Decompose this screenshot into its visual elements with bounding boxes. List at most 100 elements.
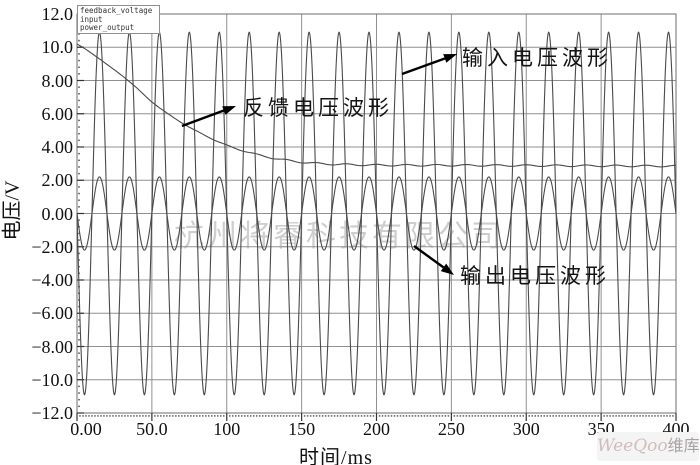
y-minor-tick [78, 139, 80, 142]
x-minor-tick [426, 415, 429, 417]
y-minor-tick [78, 119, 80, 122]
y-minor-tick [78, 186, 80, 188]
x-minor-tick [429, 415, 432, 417]
x-minor-tick [199, 415, 201, 417]
annotation-input-waveform-label: 输入电压波形 [462, 46, 612, 70]
y-minor-tick [78, 359, 80, 361]
x-minor-tick [567, 415, 569, 417]
x-minor-tick [564, 415, 566, 417]
y-minor-tick [78, 99, 80, 102]
y-minor-tick [78, 166, 80, 168]
x-minor-tick [243, 415, 246, 417]
x-minor-tick [228, 415, 231, 417]
x-minor-tick [79, 415, 81, 417]
y-minor-tick [78, 132, 80, 135]
x-minor-tick [324, 415, 327, 417]
x-minor-tick [321, 415, 324, 417]
legend-item-feedback-voltage: feedback_voltage [80, 6, 153, 15]
x-minor-tick [540, 415, 542, 417]
y-minor-tick [78, 66, 80, 68]
y-minor-tick [78, 53, 80, 55]
x-minor-tick [124, 415, 126, 417]
x-minor-tick [360, 415, 363, 417]
y-minor-tick [78, 265, 80, 268]
x-minor-tick [339, 415, 342, 417]
x-minor-tick [291, 415, 294, 417]
x-minor-tick [97, 415, 99, 417]
y-tick-label: 12.0 [41, 4, 74, 24]
x-minor-tick [237, 415, 240, 417]
x-minor-tick [160, 415, 162, 417]
y-minor-tick [78, 385, 80, 388]
x-minor-tick [121, 415, 123, 417]
x-minor-tick [112, 415, 114, 417]
x-minor-tick [333, 415, 336, 417]
x-minor-tick [453, 415, 456, 417]
y-minor-tick [78, 206, 80, 208]
y-tick-label: 10.0 [41, 37, 74, 58]
y-tick-label: −6.00 [31, 303, 73, 324]
x-minor-tick [348, 415, 351, 417]
trace-feedback_voltage [76, 43, 677, 168]
x-minor-tick [594, 415, 596, 417]
x-minor-tick [366, 415, 369, 417]
x-minor-tick [630, 415, 632, 417]
x-minor-tick [570, 415, 572, 417]
x-minor-tick [330, 415, 333, 417]
y-tick-label: −8.00 [31, 336, 73, 357]
y-minor-tick [78, 325, 80, 328]
x-minor-tick [208, 415, 210, 417]
x-minor-tick [522, 415, 525, 417]
x-tick-label: 100 [213, 419, 241, 439]
x-minor-tick [660, 415, 662, 417]
x-minor-tick [184, 415, 186, 417]
y-tick-label: −12.0 [31, 403, 73, 423]
x-minor-tick [657, 415, 659, 417]
y-minor-tick [78, 259, 80, 261]
y-minor-tick [78, 332, 80, 334]
annotation-arrowhead-output [440, 263, 454, 275]
x-minor-tick [555, 415, 557, 417]
x-minor-tick [501, 415, 504, 417]
x-minor-tick [516, 415, 519, 417]
x-minor-tick [351, 415, 354, 417]
x-minor-tick [534, 415, 536, 417]
y-minor-tick [78, 219, 80, 221]
x-minor-tick [405, 415, 408, 417]
x-minor-tick [172, 415, 174, 417]
y-tick-label: 6.00 [41, 103, 74, 124]
x-minor-tick [106, 415, 108, 417]
x-minor-tick [145, 415, 147, 417]
x-minor-tick [396, 415, 399, 417]
x-minor-tick [639, 415, 641, 417]
x-minor-tick [456, 415, 459, 417]
x-minor-tick [211, 415, 213, 417]
x-minor-tick [270, 415, 273, 417]
trace-power_output [76, 176, 677, 251]
x-minor-tick [519, 415, 522, 417]
x-minor-tick [510, 415, 513, 417]
x-minor-tick [276, 415, 279, 417]
y-minor-tick [78, 392, 80, 394]
x-minor-tick [103, 415, 105, 417]
x-minor-tick [477, 415, 480, 417]
x-minor-tick [294, 415, 297, 417]
y-tick-label: −2.00 [31, 236, 73, 257]
x-minor-tick [513, 415, 516, 417]
x-minor-tick [471, 415, 474, 417]
x-minor-tick [633, 415, 635, 417]
y-tick-label: 0.00 [41, 203, 74, 224]
x-minor-tick [288, 415, 291, 417]
y-tick-label: −10.0 [31, 369, 73, 390]
x-minor-tick [588, 415, 590, 417]
y-minor-tick [78, 319, 80, 321]
x-minor-tick [552, 415, 554, 417]
annotation-output-waveform-label: 输出电压波形 [460, 264, 610, 288]
x-minor-tick [447, 415, 450, 417]
x-minor-tick [133, 415, 135, 417]
annotation-feedback-waveform-label: 反馈电压波形 [243, 96, 393, 120]
x-tick-label: 200 [363, 419, 390, 439]
x-minor-tick [163, 415, 165, 417]
